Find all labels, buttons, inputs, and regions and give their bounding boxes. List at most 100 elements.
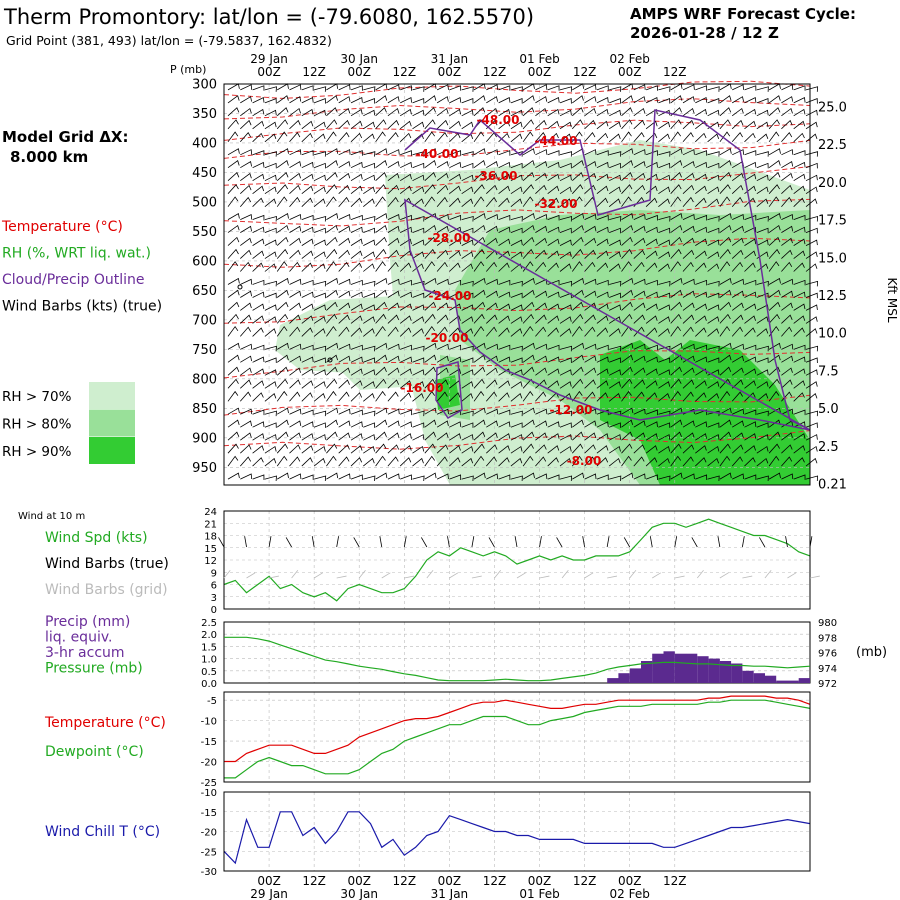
- wind-barb: [301, 132, 313, 143]
- wind-barb: [510, 162, 523, 169]
- wind-barb: [719, 261, 731, 272]
- wind-barb: [633, 84, 646, 91]
- wind-barb: [793, 474, 806, 481]
- wind-barb: [522, 212, 535, 220]
- wind-barb: [744, 279, 757, 286]
- wind-barb: [338, 149, 351, 156]
- wind-barb: [744, 262, 756, 272]
- wind-barb: [522, 248, 534, 259]
- wind-barb: [227, 301, 240, 311]
- wind-barb: [264, 239, 277, 246]
- wind-barb: [719, 212, 732, 220]
- wind-barb: [498, 433, 511, 441]
- wind-barb: [559, 86, 573, 92]
- wind-barb: [731, 237, 744, 246]
- panel-y-tick-label: -25: [201, 847, 217, 858]
- wind-barb: [522, 419, 535, 428]
- wind-barb: [645, 85, 658, 91]
- wind-barb: [584, 391, 596, 402]
- wind-barb: [289, 249, 301, 259]
- wind-barb: [486, 214, 499, 220]
- wind-barb: [387, 290, 400, 298]
- wind-barb: [768, 148, 781, 156]
- wind-barb: [510, 475, 523, 482]
- wind-barb: [547, 327, 559, 337]
- wind-barb: [535, 314, 547, 324]
- wind-barb: [498, 85, 511, 91]
- wind-barb: [535, 302, 547, 311]
- wind-barb: [658, 98, 671, 104]
- wind-barb: [535, 355, 548, 363]
- wind-barb: [227, 119, 239, 130]
- wind-barb: [338, 172, 351, 182]
- wind-barb: [363, 198, 375, 208]
- wind-barb: [264, 280, 277, 287]
- wind-barb: [289, 391, 301, 402]
- wind-barb: [264, 162, 277, 169]
- wind-barb: [461, 381, 474, 389]
- wind-barb: [461, 328, 474, 337]
- wind-barb: [313, 345, 327, 352]
- wind-barb: [412, 186, 425, 195]
- wind-barb: [805, 121, 818, 130]
- surface-wind-barb: [539, 536, 542, 548]
- panel-y-tick-label: 21: [204, 519, 217, 530]
- wind-barb: [584, 119, 596, 130]
- wind-barb: [584, 84, 597, 91]
- wind-barb: [485, 456, 497, 467]
- wind-barb: [559, 186, 572, 195]
- wind-barb: [609, 174, 621, 182]
- wind-barb: [608, 186, 621, 195]
- wind-barb: [338, 132, 350, 143]
- surface-wind-barb: [268, 536, 272, 548]
- wind-barb: [793, 356, 806, 363]
- wind-barb: [375, 148, 388, 156]
- wind-barb: [793, 262, 805, 272]
- panel-y-tick-label: 1.0: [201, 655, 217, 666]
- surface-wind-barb: [471, 536, 475, 548]
- wind-barb: [240, 444, 252, 454]
- wind-barb: [695, 409, 708, 416]
- wind-barb: [658, 457, 670, 467]
- wind-barb: [461, 186, 474, 195]
- wind-barb: [449, 421, 462, 428]
- wind-barb: [756, 410, 769, 417]
- wind-barb: [510, 457, 523, 467]
- grid-wind-barb: [516, 572, 526, 579]
- wind-barb: [522, 313, 534, 324]
- wind-barb: [485, 391, 497, 402]
- wind-barb: [731, 355, 744, 363]
- wind-barb: [313, 86, 327, 92]
- wind-barb: [670, 196, 682, 207]
- wind-barb: [645, 315, 658, 324]
- wind-barb: [461, 86, 474, 92]
- wind-barb: [240, 237, 252, 246]
- wind-barb: [596, 392, 609, 402]
- pressure-unit: (mb): [856, 645, 887, 660]
- height-tick-label: 5.0: [818, 402, 839, 417]
- wind-barb: [276, 224, 289, 233]
- wind-barb: [264, 410, 277, 417]
- wind-barb: [264, 98, 277, 104]
- wind-barb: [707, 215, 720, 222]
- wind-barb: [412, 457, 424, 467]
- wind-barb: [289, 326, 301, 337]
- wind-barb: [289, 420, 302, 428]
- wind-barb: [276, 95, 289, 104]
- wind-barb: [731, 132, 743, 143]
- wind-barb: [412, 316, 425, 324]
- wind-barb: [695, 108, 707, 117]
- wind-barb: [645, 226, 658, 233]
- wind-barb: [301, 173, 314, 182]
- grid-wind-barb: [719, 572, 729, 579]
- surface-wind-barb: [488, 537, 495, 548]
- wind-barb: [363, 410, 376, 417]
- wind-barb: [793, 457, 805, 467]
- wind-barb: [350, 150, 363, 156]
- wind-barb: [584, 408, 597, 415]
- wind-barb: [682, 473, 695, 480]
- cloud-outline: [404, 109, 811, 431]
- wind-barb: [731, 225, 744, 233]
- wind-barb: [363, 422, 376, 428]
- wind-barb: [670, 224, 683, 233]
